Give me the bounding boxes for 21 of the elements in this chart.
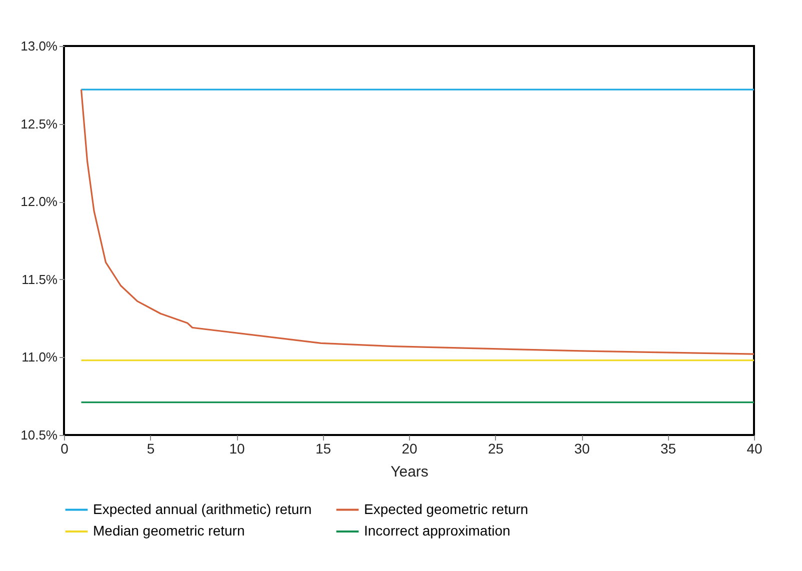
legend-label: Incorrect approximation (364, 522, 510, 538)
y-tick-label: 13.0% (20, 38, 58, 54)
x-tick-label: 15 (315, 440, 332, 456)
legend-label: Expected geometric return (364, 500, 528, 517)
y-tick-label: 11.0% (22, 350, 58, 365)
x-tick-label: 20 (402, 440, 418, 456)
y-tick-label: 10.5% (20, 428, 58, 442)
x-tick-label: 40 (746, 440, 762, 456)
line-series (80, 88, 755, 355)
y-tick-label: 12.5% (20, 116, 58, 132)
y-tick-label: 11.5% (22, 272, 58, 287)
x-tick-label: 25 (488, 440, 504, 456)
x-tick-label: 35 (660, 440, 676, 456)
x-tick-label: 30 (574, 440, 590, 456)
legend-label: Expected annual (arithmetic) return (93, 500, 312, 517)
y-tick-label: 12.0% (20, 194, 58, 210)
x-tick-label: 0 (60, 440, 69, 456)
x-axis-title: Years (390, 464, 428, 480)
legend-label: Median geometric return (93, 522, 245, 538)
x-tick-label: 10 (229, 440, 245, 456)
x-tick-label: 5 (146, 440, 155, 456)
